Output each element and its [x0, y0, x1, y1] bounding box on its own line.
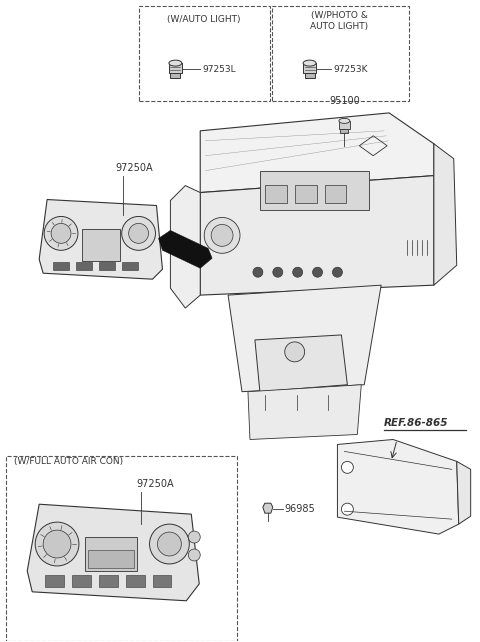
- Polygon shape: [457, 462, 471, 524]
- Bar: [122, 262, 138, 270]
- Circle shape: [341, 503, 353, 515]
- Circle shape: [129, 223, 148, 243]
- Circle shape: [285, 342, 305, 362]
- Polygon shape: [170, 186, 200, 308]
- Bar: [82, 229, 120, 261]
- Ellipse shape: [339, 118, 350, 123]
- Bar: [85, 537, 137, 571]
- Text: 97253L: 97253L: [202, 65, 236, 74]
- Polygon shape: [337, 440, 459, 534]
- Circle shape: [43, 530, 71, 558]
- Bar: [99, 262, 115, 270]
- Circle shape: [188, 531, 200, 543]
- Circle shape: [51, 223, 71, 243]
- Circle shape: [333, 267, 342, 277]
- Polygon shape: [170, 73, 180, 78]
- Text: REF.86-865: REF.86-865: [384, 417, 449, 428]
- Circle shape: [150, 524, 189, 564]
- Circle shape: [211, 225, 233, 247]
- Circle shape: [157, 532, 181, 556]
- Circle shape: [253, 267, 263, 277]
- Polygon shape: [340, 129, 348, 133]
- Polygon shape: [303, 63, 316, 73]
- Polygon shape: [169, 63, 182, 73]
- Circle shape: [273, 267, 283, 277]
- Polygon shape: [200, 113, 434, 193]
- Polygon shape: [248, 385, 361, 440]
- Bar: [72, 575, 91, 587]
- Text: 97250A: 97250A: [116, 162, 153, 173]
- Text: 95100: 95100: [329, 96, 360, 106]
- Circle shape: [312, 267, 323, 277]
- Polygon shape: [158, 230, 212, 268]
- Circle shape: [188, 549, 200, 561]
- Text: 97253K: 97253K: [334, 65, 368, 74]
- Bar: [295, 185, 316, 202]
- Bar: [153, 575, 171, 587]
- Circle shape: [35, 522, 79, 566]
- Bar: [99, 575, 118, 587]
- Bar: [324, 185, 347, 202]
- Ellipse shape: [169, 60, 182, 66]
- Polygon shape: [305, 73, 314, 78]
- Bar: [45, 575, 64, 587]
- Bar: [265, 185, 287, 202]
- Polygon shape: [339, 121, 350, 129]
- Bar: [260, 171, 369, 211]
- Polygon shape: [434, 144, 457, 285]
- Polygon shape: [255, 335, 348, 392]
- Ellipse shape: [303, 60, 316, 66]
- Text: (W/PHOTO &
AUTO LIGHT): (W/PHOTO & AUTO LIGHT): [311, 12, 369, 31]
- Bar: [126, 575, 144, 587]
- Polygon shape: [27, 504, 199, 601]
- Circle shape: [293, 267, 302, 277]
- Bar: [76, 262, 92, 270]
- Polygon shape: [39, 200, 162, 279]
- Bar: [88, 550, 133, 568]
- Text: 97250A: 97250A: [137, 480, 174, 489]
- Polygon shape: [263, 503, 273, 513]
- Circle shape: [204, 218, 240, 254]
- Text: (W/AUTO LIGHT): (W/AUTO LIGHT): [168, 15, 241, 24]
- Text: (W/FULL AUTO AIR CON): (W/FULL AUTO AIR CON): [14, 457, 123, 466]
- Circle shape: [122, 216, 156, 250]
- Bar: [53, 262, 69, 270]
- Polygon shape: [228, 285, 381, 392]
- Circle shape: [341, 462, 353, 473]
- Polygon shape: [200, 176, 434, 295]
- Circle shape: [44, 216, 78, 250]
- Text: 96985: 96985: [285, 504, 315, 514]
